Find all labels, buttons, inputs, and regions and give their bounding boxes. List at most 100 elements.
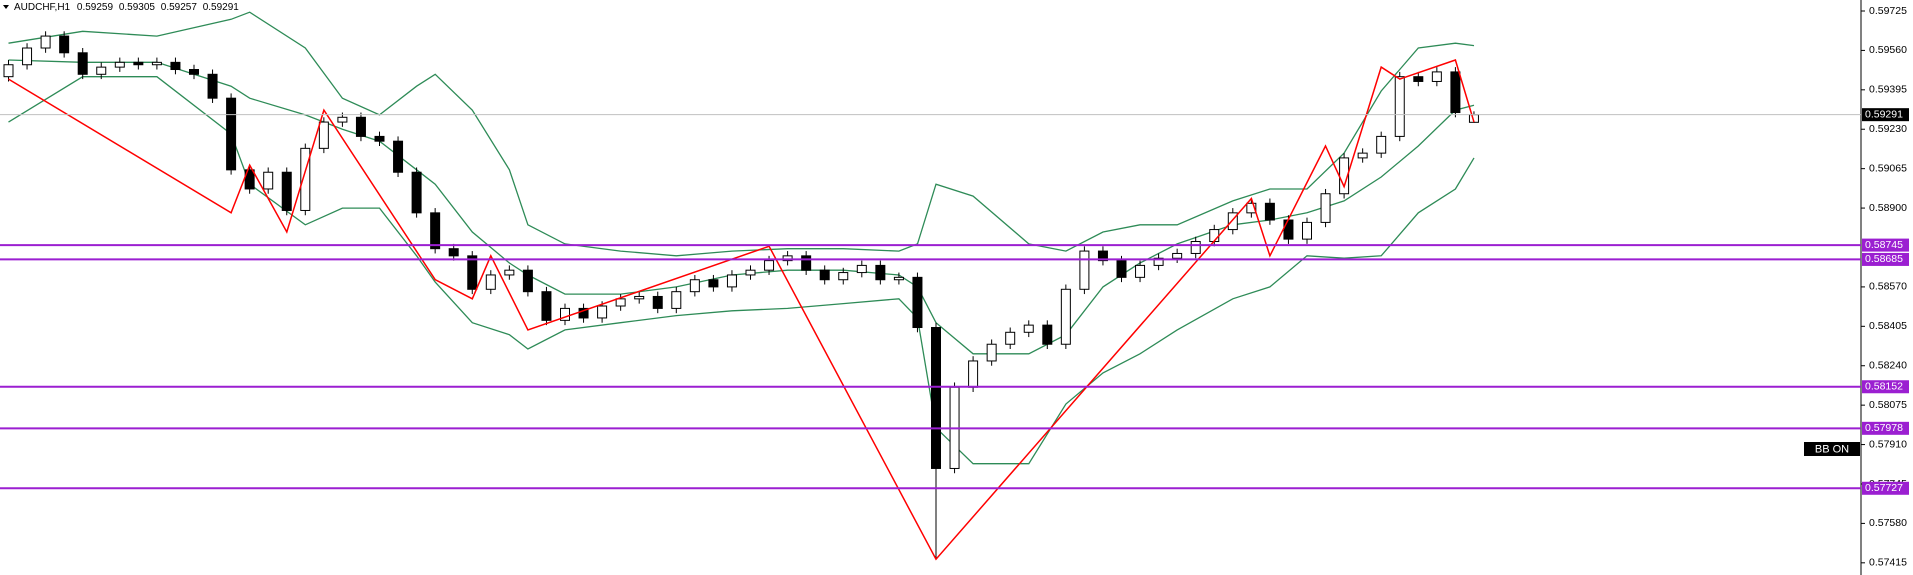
symbol: AUDCHF,H1 <box>14 2 71 13</box>
y-tick-label: 0.58900 <box>1869 202 1907 214</box>
candle-body <box>801 255 812 271</box>
y-tick-label: 0.59065 <box>1869 162 1907 174</box>
candle-body <box>467 255 478 290</box>
candle-body <box>1060 288 1071 345</box>
candle-body <box>133 61 144 66</box>
candle-body <box>875 264 886 281</box>
candle-body <box>1172 252 1183 259</box>
bollinger-band <box>8 59 1475 355</box>
candle-body <box>912 276 923 329</box>
level-badge <box>1862 421 1909 435</box>
candle-body <box>3 64 14 78</box>
candle-body <box>393 140 404 173</box>
level-label: 0.57727 <box>1865 482 1903 494</box>
candle-body <box>411 171 422 214</box>
candle-body <box>1190 241 1201 254</box>
candle-body <box>244 169 255 190</box>
y-tick-label: 0.58240 <box>1869 360 1907 372</box>
candle-body <box>300 147 311 211</box>
candle-body <box>207 73 218 99</box>
menu-arrow <box>3 5 9 9</box>
candle-body <box>355 116 366 137</box>
candle-body <box>560 307 570 321</box>
y-tick-label: 0.58570 <box>1869 281 1907 293</box>
candle-body <box>1246 202 1257 214</box>
candle-body <box>1227 212 1238 231</box>
last-price-badge <box>1862 108 1909 122</box>
bollinger-band <box>8 76 1475 465</box>
y-tick-label: 0.59395 <box>1869 84 1907 96</box>
candle-body <box>968 360 979 388</box>
candle-body <box>1097 250 1108 262</box>
candle-body <box>1042 324 1053 345</box>
levels-layer: 0.59291 0.58745 0.58685 0.58152 0.57978 0.577… <box>0 108 1909 495</box>
last-price-label: 0.59291 <box>1865 108 1903 120</box>
zigzag <box>8 59 1475 561</box>
header: AUDCHF,H1 0.59259 0.59305 0.59257 0.5929… <box>14 2 239 13</box>
level-badge <box>1862 481 1909 495</box>
candle-body <box>689 279 700 293</box>
level-label: 0.58685 <box>1865 253 1903 265</box>
y-tick-label: 0.58075 <box>1869 399 1907 411</box>
candle-body <box>652 295 663 309</box>
candle-body <box>96 66 107 75</box>
bands <box>8 11 1475 465</box>
candle-body <box>189 69 199 75</box>
candle-body <box>1209 229 1220 243</box>
level-badge <box>1862 252 1909 266</box>
candle-body <box>226 97 237 171</box>
candle-body <box>318 121 329 149</box>
candle-body <box>1116 260 1127 278</box>
candle-body <box>1005 331 1016 345</box>
candle-body <box>1357 152 1368 159</box>
candle-body <box>708 279 719 288</box>
level-label: 0.58152 <box>1865 381 1903 393</box>
candle-body <box>578 307 589 319</box>
candle-body <box>1376 135 1387 154</box>
level-label: 0.58745 <box>1865 239 1903 251</box>
candle-body <box>634 295 645 300</box>
axis-layer: 0.59725 0.59560 0.59395 0.59230 0.59065 0.589… <box>1861 5 1907 569</box>
candle-body <box>782 255 793 262</box>
candle-body <box>1431 71 1442 82</box>
candle-body <box>597 305 608 319</box>
candle-body <box>745 269 756 276</box>
candle-body <box>151 61 162 66</box>
candle-body <box>1302 221 1312 240</box>
candle-body <box>1450 71 1461 114</box>
candle-body <box>22 47 33 66</box>
candle-body <box>430 212 441 250</box>
candle-body <box>504 269 515 276</box>
open-value: 0.59259 <box>77 2 114 13</box>
level-badge <box>1862 238 1909 252</box>
candle-body <box>671 291 682 309</box>
candle-body <box>1320 193 1331 223</box>
candle-body <box>170 61 181 71</box>
candle-body <box>931 327 941 469</box>
y-tick-label: 0.59230 <box>1869 123 1907 135</box>
indicator-badge <box>1804 442 1860 456</box>
candle-body <box>374 135 385 142</box>
candle-body <box>1153 257 1164 266</box>
candle-body <box>1264 202 1275 221</box>
candle-body <box>1079 250 1090 290</box>
candle-body <box>893 276 904 281</box>
low-value: 0.59257 <box>161 2 198 13</box>
y-tick-label: 0.57910 <box>1869 438 1907 450</box>
candle-body <box>726 274 737 288</box>
level-label: 0.57978 <box>1865 422 1903 434</box>
zigzag-layer <box>8 59 1475 561</box>
y-tick-label: 0.57580 <box>1869 517 1907 529</box>
candle-body <box>40 35 51 49</box>
y-tick-label: 0.59560 <box>1869 44 1907 56</box>
candle-body <box>485 274 496 290</box>
bollinger-band <box>8 11 1475 257</box>
y-tick-label: 0.57415 <box>1869 557 1907 569</box>
candle-body <box>615 298 626 307</box>
candle-body <box>59 35 70 54</box>
close-value: 0.59291 <box>203 2 240 13</box>
y-tick-label: 0.58405 <box>1869 320 1907 332</box>
candle-body <box>281 171 292 211</box>
candle-body <box>77 52 88 75</box>
